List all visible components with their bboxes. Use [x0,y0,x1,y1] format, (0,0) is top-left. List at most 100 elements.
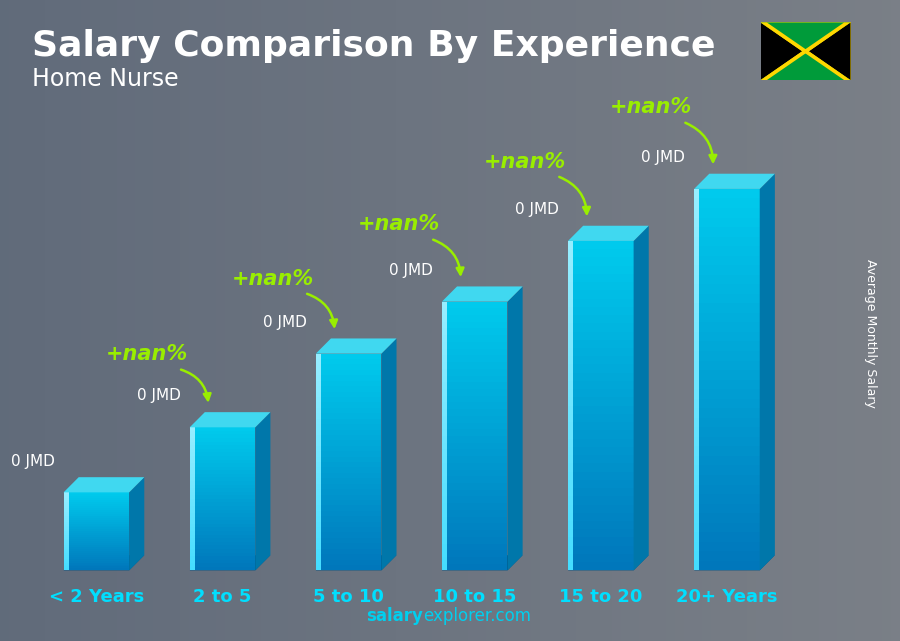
Polygon shape [803,22,850,51]
Polygon shape [64,526,130,528]
Polygon shape [694,465,760,475]
Polygon shape [316,527,382,533]
Polygon shape [316,560,382,565]
Polygon shape [64,494,68,496]
Polygon shape [694,313,760,322]
Polygon shape [64,555,68,557]
Polygon shape [442,362,508,369]
Polygon shape [694,475,760,485]
Polygon shape [190,449,195,453]
Polygon shape [694,504,699,513]
Polygon shape [442,555,523,570]
Polygon shape [694,237,760,246]
Polygon shape [442,335,508,342]
Polygon shape [64,541,68,543]
Polygon shape [64,500,68,502]
Polygon shape [316,445,382,451]
Polygon shape [442,308,447,315]
Polygon shape [442,517,508,523]
Polygon shape [316,456,382,462]
Polygon shape [316,533,321,538]
Polygon shape [64,539,130,541]
Polygon shape [568,422,573,430]
Polygon shape [694,379,760,389]
Polygon shape [190,538,256,542]
Polygon shape [64,565,130,567]
Polygon shape [694,217,699,227]
Polygon shape [190,485,256,488]
Polygon shape [568,414,634,422]
Polygon shape [316,565,321,570]
Polygon shape [64,502,68,504]
Polygon shape [64,561,130,563]
Polygon shape [694,446,699,456]
Polygon shape [316,408,321,413]
Polygon shape [760,174,775,570]
Polygon shape [190,456,195,460]
Polygon shape [316,408,382,413]
Polygon shape [568,307,634,315]
Polygon shape [316,500,382,505]
Polygon shape [568,513,573,521]
Polygon shape [130,477,144,570]
Polygon shape [568,480,634,488]
Polygon shape [190,474,256,478]
Polygon shape [442,517,447,523]
Polygon shape [316,429,321,435]
Polygon shape [442,376,508,382]
Polygon shape [694,551,760,561]
Polygon shape [190,478,195,481]
Polygon shape [190,528,256,531]
Polygon shape [694,456,760,465]
Polygon shape [316,554,321,560]
Polygon shape [568,315,573,323]
Polygon shape [568,521,573,529]
Polygon shape [568,455,573,463]
Polygon shape [568,323,634,331]
Polygon shape [568,282,573,290]
Polygon shape [694,246,699,256]
Polygon shape [694,379,699,389]
Polygon shape [190,531,195,535]
Polygon shape [568,545,634,554]
Polygon shape [316,365,382,370]
Polygon shape [442,349,447,355]
Polygon shape [694,446,760,456]
Polygon shape [694,465,699,475]
Polygon shape [64,510,130,512]
Polygon shape [190,435,195,438]
Polygon shape [64,559,68,561]
Polygon shape [316,484,321,489]
Polygon shape [316,397,321,403]
Polygon shape [568,447,573,455]
Polygon shape [568,389,573,397]
Polygon shape [64,500,130,502]
Polygon shape [442,322,447,328]
Polygon shape [316,544,382,549]
Polygon shape [316,565,382,570]
Polygon shape [316,338,397,354]
Polygon shape [316,392,321,397]
Polygon shape [568,356,634,365]
Polygon shape [64,569,68,570]
Polygon shape [190,467,256,470]
Polygon shape [64,563,68,565]
Polygon shape [694,174,775,189]
Polygon shape [442,537,447,544]
Polygon shape [694,428,760,437]
Text: +nan%: +nan% [232,269,314,288]
Polygon shape [316,538,321,544]
Polygon shape [694,522,699,532]
Polygon shape [316,456,321,462]
Polygon shape [316,554,382,560]
Polygon shape [568,340,573,348]
Polygon shape [64,551,68,553]
Polygon shape [694,208,760,217]
Polygon shape [190,438,195,442]
Polygon shape [190,520,256,524]
Polygon shape [694,313,699,322]
Polygon shape [442,322,508,328]
Polygon shape [694,217,760,227]
Polygon shape [568,348,634,356]
Polygon shape [694,542,760,551]
